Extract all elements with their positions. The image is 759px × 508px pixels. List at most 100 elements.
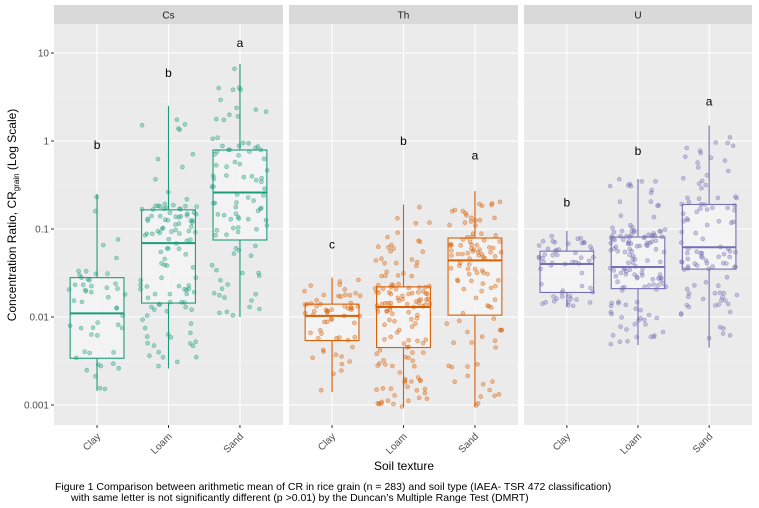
facet-strip-label: Cs [162, 11, 174, 22]
data-point [355, 304, 361, 309]
data-point [470, 249, 476, 254]
data-point [660, 329, 666, 335]
data-point [115, 286, 120, 291]
data-point [193, 275, 199, 281]
data-point [90, 325, 96, 331]
data-point [702, 202, 707, 207]
data-point [465, 234, 470, 240]
data-point [427, 301, 433, 307]
data-point [703, 258, 709, 263]
data-point [653, 247, 659, 252]
data-point [477, 201, 482, 207]
data-point [444, 321, 450, 326]
data-point [415, 375, 421, 380]
data-point [620, 237, 626, 243]
data-point [318, 301, 323, 307]
data-point [374, 303, 380, 308]
data-point [476, 253, 482, 258]
data-point [83, 287, 88, 293]
data-point [590, 254, 596, 260]
data-point [256, 270, 261, 276]
data-point [165, 246, 171, 251]
jitter-points [138, 117, 199, 369]
data-point [337, 279, 343, 284]
data-point [424, 297, 429, 303]
data-point [590, 289, 596, 295]
data-point [658, 229, 664, 234]
data-point [727, 135, 733, 140]
data-point [708, 155, 714, 160]
data-point [321, 292, 327, 298]
data-point [686, 291, 692, 296]
data-point [150, 207, 156, 212]
data-point [499, 327, 505, 333]
data-point [144, 284, 150, 289]
data-point [227, 112, 232, 118]
box-group-sand: a Sand [209, 36, 270, 456]
data-point [716, 219, 722, 224]
data-point [684, 286, 690, 292]
data-point [449, 364, 455, 370]
data-point [182, 300, 187, 305]
data-point [149, 304, 154, 310]
data-point [695, 160, 700, 165]
data-point [540, 238, 546, 244]
data-point [258, 147, 264, 153]
data-point [409, 257, 415, 262]
data-point [493, 345, 498, 350]
data-point [648, 199, 654, 204]
data-point [551, 294, 556, 299]
data-point [684, 216, 690, 221]
data-point [302, 311, 308, 316]
data-point [374, 387, 379, 392]
data-point [473, 223, 478, 228]
data-point [641, 235, 647, 241]
data-point [405, 384, 410, 390]
data-point [448, 241, 454, 247]
data-point [626, 260, 631, 266]
data-point [329, 317, 335, 322]
y-tick-label: 0.01 [30, 313, 50, 324]
data-point [329, 307, 335, 313]
data-point [685, 265, 691, 271]
data-point [173, 241, 179, 246]
data-point [634, 244, 640, 249]
data-point [422, 386, 428, 392]
data-point [402, 376, 408, 382]
data-point [253, 291, 258, 297]
data-point [406, 309, 412, 315]
data-point [183, 252, 188, 257]
data-point [145, 340, 150, 346]
data-point [392, 393, 397, 398]
data-point [651, 333, 657, 338]
data-point [190, 151, 196, 157]
data-point [538, 281, 544, 287]
data-point [87, 350, 92, 356]
data-point [120, 313, 125, 318]
data-point [626, 239, 632, 244]
data-point [235, 114, 241, 119]
data-point [388, 284, 394, 290]
data-point [697, 206, 703, 211]
data-point [413, 299, 419, 304]
data-point [80, 282, 86, 288]
data-point [353, 290, 358, 296]
data-point [257, 306, 262, 312]
data-point [685, 195, 690, 201]
data-point [348, 300, 354, 306]
data-point [322, 319, 327, 325]
data-point [610, 225, 615, 231]
data-point [240, 140, 246, 146]
data-point [449, 208, 455, 214]
jitter-points [607, 177, 669, 347]
data-point [235, 229, 241, 235]
data-point [565, 241, 571, 246]
data-point [377, 347, 383, 353]
data-point [620, 285, 625, 291]
data-point [188, 321, 194, 326]
data-point [408, 317, 414, 322]
data-point [488, 305, 494, 310]
data-point [659, 234, 665, 240]
facet-strip-label: Th [398, 11, 410, 22]
facet-strip [289, 5, 518, 24]
